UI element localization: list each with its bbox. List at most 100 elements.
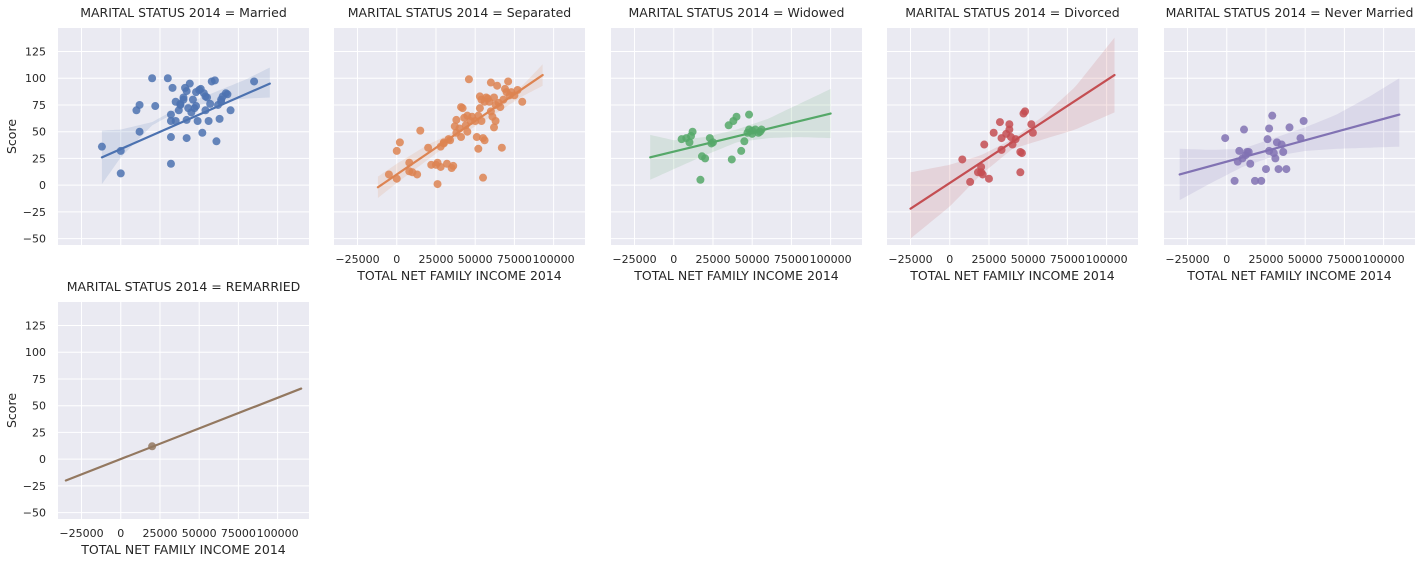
x-tick-label: 0 <box>946 253 953 266</box>
data-point <box>188 95 197 104</box>
y-tick-label: 125 <box>25 320 46 333</box>
data-point <box>185 79 194 88</box>
regression-line <box>909 73 1116 210</box>
data-point <box>151 102 160 111</box>
data-point <box>1282 165 1291 174</box>
x-tick-label: 50000 <box>458 253 493 266</box>
plot-area <box>1164 28 1415 245</box>
y-tick-label: −25 <box>23 480 46 493</box>
facet-panel-2: MARITAL STATUS 2014 = Widowed −25000 0 2500… <box>611 5 862 283</box>
data-point <box>1235 146 1244 155</box>
facet-panel-3: MARITAL STATUS 2014 = Divorced −25000 0 250… <box>887 5 1138 283</box>
data-point <box>1021 107 1030 116</box>
facet-panel-1: MARITAL STATUS 2014 = Separated −25000 0 25… <box>334 5 585 283</box>
data-point <box>452 115 461 124</box>
data-point <box>491 117 500 125</box>
data-point <box>204 117 213 125</box>
y-tick-label: 75 <box>32 99 46 112</box>
x-tick-label: 75000 <box>1050 253 1085 266</box>
data-point <box>685 138 694 147</box>
grid <box>611 28 862 245</box>
data-point <box>732 112 741 121</box>
data-point <box>475 104 484 113</box>
data-point <box>745 110 754 119</box>
x-tick-label: 0 <box>670 253 677 266</box>
x-tick-label: 100000 <box>810 253 852 266</box>
data-point <box>984 174 993 183</box>
panel-title: MARITAL STATUS 2014 = Never Married <box>1166 5 1414 20</box>
x-tick-label: 50000 <box>1011 253 1046 266</box>
y-tick-label: 25 <box>32 152 46 165</box>
data-point <box>226 106 235 115</box>
panel-title: MARITAL STATUS 2014 = Widowed <box>629 5 845 20</box>
x-tick-label: 25000 <box>971 253 1006 266</box>
data-point <box>688 127 697 136</box>
data-point <box>464 75 473 84</box>
data-point <box>696 175 705 184</box>
data-point <box>424 143 433 152</box>
data-point <box>1279 148 1288 156</box>
y-tick-label: 100 <box>25 72 46 85</box>
facet-panel-0: MARITAL STATUS 2014 = Married −50 −25 0 25 50… <box>4 5 309 246</box>
data-point <box>148 74 157 83</box>
panel-content <box>64 387 303 482</box>
confidence-band <box>910 37 1115 239</box>
data-point <box>433 180 442 189</box>
y-tick-label: 25 <box>32 426 46 439</box>
grid <box>58 302 309 519</box>
data-point <box>497 143 506 152</box>
x-tick-label: −25000 <box>59 527 103 540</box>
data-point <box>203 93 212 102</box>
y-axis-label: Score <box>4 393 19 428</box>
x-tick-label: 100000 <box>533 253 575 266</box>
facet-panel-5: MARITAL STATUS 2014 = REMARRIED −50 −25 0 25… <box>4 279 309 557</box>
data-point <box>163 74 172 83</box>
data-point <box>135 127 144 136</box>
x-tick-label: 75000 <box>774 253 809 266</box>
data-point <box>166 159 175 168</box>
panel-content <box>97 67 271 185</box>
data-point <box>1230 176 1239 185</box>
data-point <box>198 128 207 137</box>
y-tick-label: 50 <box>32 126 46 139</box>
panel-content <box>376 64 544 198</box>
data-point <box>727 155 736 164</box>
data-point <box>995 118 1004 127</box>
x-tick-label: 25000 <box>695 253 730 266</box>
x-tick-label: 75000 <box>1327 253 1362 266</box>
data-point <box>1017 149 1026 158</box>
panel-title: MARITAL STATUS 2014 = REMARRIED <box>67 279 300 294</box>
x-tick-label: −25000 <box>888 253 932 266</box>
regression-line <box>64 387 303 482</box>
data-point <box>1263 135 1272 144</box>
x-tick-label: 100000 <box>257 527 299 540</box>
data-point <box>1221 134 1230 143</box>
plot-area <box>58 302 309 519</box>
data-point <box>1261 165 1270 174</box>
panel-content <box>649 88 832 184</box>
data-point <box>193 117 202 125</box>
data-point <box>215 114 224 123</box>
data-point <box>1299 117 1308 125</box>
data-point <box>1268 111 1277 120</box>
data-point <box>490 123 499 132</box>
data-point <box>179 93 188 102</box>
regression-line <box>100 82 271 159</box>
data-point <box>212 137 221 146</box>
x-axis-label: TOTAL NET FAMILY INCOME 2014 <box>356 268 562 283</box>
x-tick-label: −25000 <box>612 253 656 266</box>
data-point <box>1246 159 1255 168</box>
y-tick-label: 75 <box>32 373 46 386</box>
panel-content <box>1178 78 1401 201</box>
data-point <box>166 110 175 119</box>
y-tick-label: 0 <box>39 179 46 192</box>
data-point <box>223 90 232 99</box>
x-tick-label: −25000 <box>335 253 379 266</box>
data-point <box>116 169 125 178</box>
regression-line <box>376 73 544 189</box>
data-point <box>980 140 989 149</box>
y-tick-label: −50 <box>23 233 46 246</box>
data-point <box>504 77 513 86</box>
y-tick-label: 100 <box>25 346 46 359</box>
data-point <box>250 77 259 86</box>
